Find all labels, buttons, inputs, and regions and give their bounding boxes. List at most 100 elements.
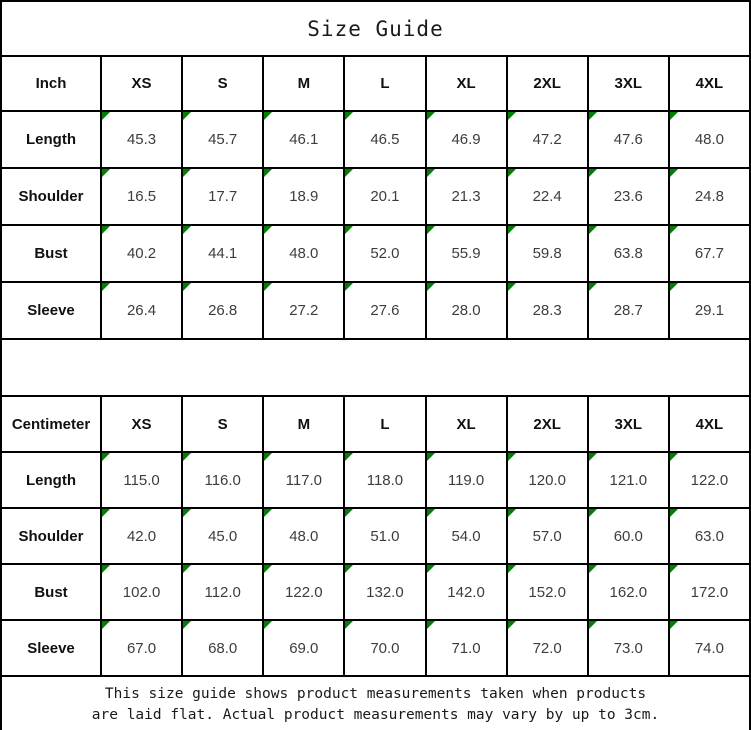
cell-flag-icon <box>670 622 678 629</box>
cell-flag-icon <box>265 113 273 120</box>
cell-value: 142.0 <box>447 583 485 601</box>
cell-value: 67.0 <box>126 639 157 657</box>
inch-size-table: Inch XS S M L XL 2XL 3XL 4XL Length 45.3 45.7 46.1 46… <box>0 55 751 340</box>
cell-value: 71.0 <box>451 639 481 657</box>
cell-value: 44.1 <box>208 245 238 262</box>
disclaimer-line-1: This size guide shows product measuremen… <box>104 685 647 702</box>
cell-value: 42.0 <box>126 527 157 545</box>
value-cell: 23.6 <box>586 167 670 226</box>
cell-flag-icon <box>670 113 678 120</box>
cell-flag-icon <box>265 284 273 291</box>
cell-flag-icon <box>103 284 110 291</box>
value-cell: 29.1 <box>667 281 751 340</box>
value-cell: 74.0 <box>667 619 751 677</box>
cell-value: 47.2 <box>532 131 562 148</box>
cell-flag-icon <box>346 284 354 291</box>
value-cell: 21.3 <box>424 167 508 226</box>
cell-flag-icon <box>508 510 516 517</box>
value-cell: 45.0 <box>181 507 265 565</box>
centimeter-size-table: Centimeter XS S M L XL 2XL 3XL 4XL Length 115.0 116… <box>0 395 751 677</box>
cell-flag-icon <box>427 227 435 234</box>
value-cell: 117.0 <box>262 451 346 509</box>
cell-value: 46.1 <box>289 131 319 148</box>
value-cell: 63.8 <box>586 224 670 283</box>
value-cell: 71.0 <box>424 619 508 677</box>
cell-flag-icon <box>427 454 435 461</box>
row-label-cell: Sleeve <box>0 281 102 340</box>
value-cell: 40.2 <box>99 224 184 283</box>
cell-value: 46.9 <box>451 131 481 148</box>
value-cell: 24.8 <box>667 167 751 226</box>
unit-header-cell: Inch <box>0 55 102 112</box>
cell-value: 67.7 <box>694 245 725 262</box>
cell-value: 63.0 <box>694 527 725 545</box>
cell-flag-icon <box>670 227 678 234</box>
cell-value: 45.7 <box>208 131 238 148</box>
cell-value: 45.3 <box>126 131 157 148</box>
value-cell: 20.1 <box>343 167 427 226</box>
size-header-cell: 2XL <box>505 55 589 112</box>
cell-value: 118.0 <box>366 471 404 489</box>
size-header-cell: S <box>181 395 265 453</box>
size-header-cell: 3XL <box>586 55 670 112</box>
size-header-cell: M <box>262 55 346 112</box>
row-label-cell: Bust <box>0 563 102 621</box>
cell-value: 63.8 <box>613 245 643 262</box>
value-cell: 28.3 <box>505 281 589 340</box>
cell-flag-icon <box>184 284 192 291</box>
value-cell: 59.8 <box>505 224 589 283</box>
value-cell: 122.0 <box>667 451 751 509</box>
cell-flag-icon <box>589 284 597 291</box>
value-cell: 142.0 <box>424 563 508 621</box>
unit-header-cell: Centimeter <box>0 395 102 453</box>
cell-value: 45.0 <box>208 527 238 545</box>
cell-flag-icon <box>265 454 273 461</box>
size-header-cell: S <box>181 55 265 112</box>
cell-value: 46.5 <box>370 131 400 148</box>
cell-value: 26.8 <box>208 302 238 319</box>
value-cell: 152.0 <box>505 563 589 621</box>
cell-flag-icon <box>346 227 354 234</box>
cell-value: 57.0 <box>532 527 562 545</box>
cell-value: 29.1 <box>694 302 725 319</box>
value-cell: 72.0 <box>505 619 589 677</box>
cell-value: 26.4 <box>126 302 157 319</box>
cell-flag-icon <box>508 622 516 629</box>
cell-flag-icon <box>265 170 273 177</box>
cell-flag-icon <box>103 566 110 573</box>
value-cell: 22.4 <box>505 167 589 226</box>
value-cell: 42.0 <box>99 507 184 565</box>
cell-value: 172.0 <box>690 583 729 601</box>
value-cell: 122.0 <box>262 563 346 621</box>
value-cell: 57.0 <box>505 507 589 565</box>
value-cell: 67.0 <box>99 619 184 677</box>
cell-value: 132.0 <box>366 583 404 601</box>
value-cell: 48.0 <box>667 110 751 169</box>
table-row: Bust 102.0 112.0 122.0 132.0 142.0 152.0 162.0 1… <box>0 563 751 621</box>
value-cell: 73.0 <box>586 619 670 677</box>
size-header-cell: 3XL <box>586 395 670 453</box>
value-cell: 120.0 <box>505 451 589 509</box>
cell-flag-icon <box>184 113 192 120</box>
value-cell: 63.0 <box>667 507 751 565</box>
cell-flag-icon <box>184 454 192 461</box>
value-cell: 45.3 <box>99 110 184 169</box>
value-cell: 60.0 <box>586 507 670 565</box>
cell-value: 51.0 <box>370 527 400 545</box>
cell-flag-icon <box>589 566 597 573</box>
value-cell: 45.7 <box>181 110 265 169</box>
row-label-cell: Sleeve <box>0 619 102 677</box>
cell-flag-icon <box>265 227 273 234</box>
cell-flag-icon <box>103 227 110 234</box>
cell-flag-icon <box>508 454 516 461</box>
value-cell: 55.9 <box>424 224 508 283</box>
cell-flag-icon <box>427 170 435 177</box>
cell-value: 24.8 <box>694 188 725 205</box>
cell-flag-icon <box>346 510 354 517</box>
cell-value: 52.0 <box>370 245 400 262</box>
cell-flag-icon <box>427 510 435 517</box>
cell-flag-icon <box>670 566 678 573</box>
cell-value: 117.0 <box>285 471 323 489</box>
cell-flag-icon <box>589 510 597 517</box>
cell-flag-icon <box>589 454 597 461</box>
